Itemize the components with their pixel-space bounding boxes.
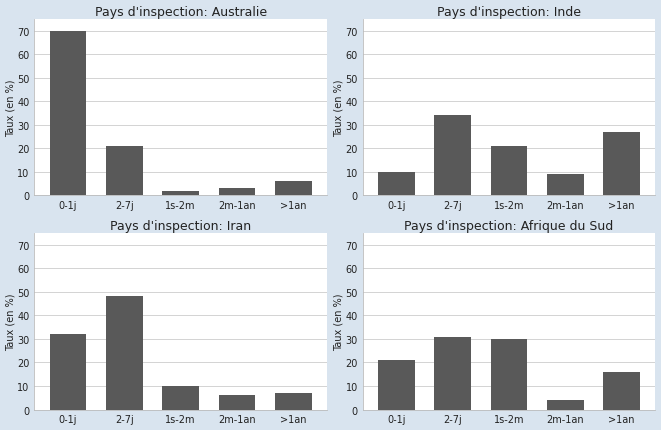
- Bar: [603, 372, 640, 410]
- Bar: [547, 400, 584, 410]
- Y-axis label: Taux (en %): Taux (en %): [5, 79, 16, 137]
- Bar: [163, 191, 199, 196]
- Y-axis label: Taux (en %): Taux (en %): [334, 293, 344, 350]
- Bar: [163, 386, 199, 410]
- Bar: [434, 116, 471, 196]
- Y-axis label: Taux (en %): Taux (en %): [5, 293, 16, 350]
- Title: Pays d'inspection: Iran: Pays d'inspection: Iran: [110, 219, 251, 232]
- Bar: [490, 147, 527, 196]
- Bar: [50, 31, 87, 196]
- Bar: [275, 393, 311, 410]
- Title: Pays d'inspection: Afrique du Sud: Pays d'inspection: Afrique du Sud: [405, 219, 613, 232]
- Bar: [603, 132, 640, 196]
- Bar: [275, 182, 311, 196]
- Bar: [106, 147, 143, 196]
- Y-axis label: Taux (en %): Taux (en %): [334, 79, 344, 137]
- Title: Pays d'inspection: Inde: Pays d'inspection: Inde: [437, 6, 581, 18]
- Bar: [50, 335, 87, 410]
- Bar: [490, 339, 527, 410]
- Bar: [219, 189, 255, 196]
- Bar: [106, 297, 143, 410]
- Bar: [434, 337, 471, 410]
- Bar: [378, 360, 414, 410]
- Bar: [378, 172, 414, 196]
- Bar: [547, 175, 584, 196]
- Bar: [219, 396, 255, 410]
- Title: Pays d'inspection: Australie: Pays d'inspection: Australie: [95, 6, 266, 18]
